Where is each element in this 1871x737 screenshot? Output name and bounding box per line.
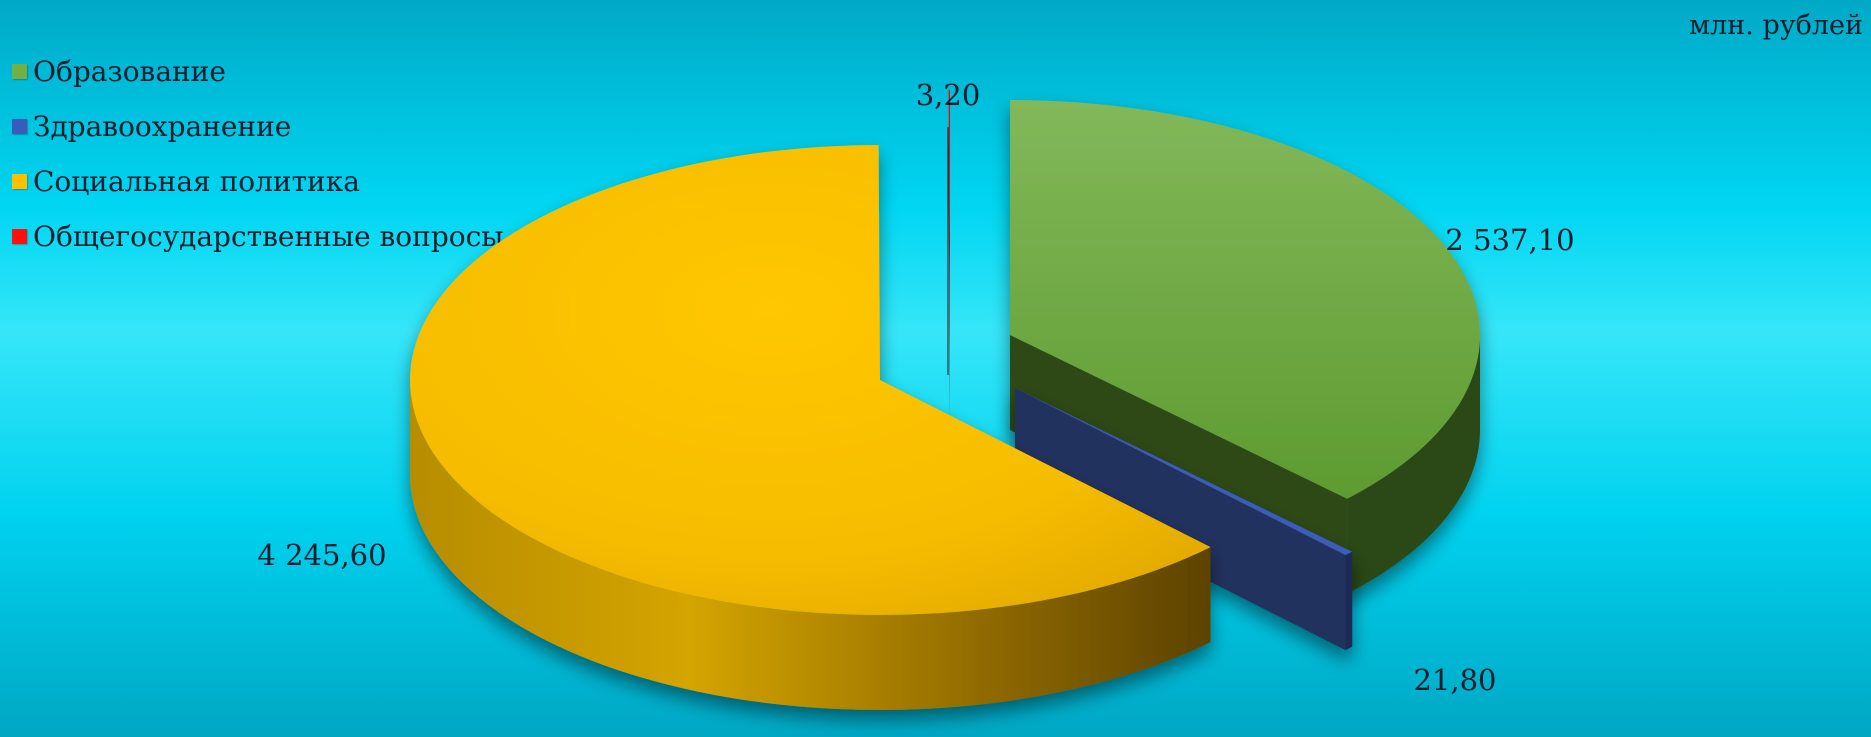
legend-label-social-policy: Социальная политика	[33, 165, 360, 198]
slice-side-social-policy	[410, 380, 1211, 710]
legend-swatch-healthcare	[12, 119, 27, 134]
legend-label-healthcare: Здравоохранение	[33, 110, 292, 143]
legend-item-social-policy: Социальная политика	[12, 154, 504, 209]
legend-swatch-education	[12, 64, 27, 79]
data-label-social-policy: 4 245,60	[257, 538, 386, 572]
legend: Образование Здравоохранение Социальная п…	[12, 44, 504, 264]
data-label-education: 2 537,10	[1445, 223, 1574, 257]
unit-label: млн. рублей	[1689, 10, 1863, 41]
pie-slice-social-policy	[410, 145, 1211, 710]
slice-side-education	[1347, 335, 1480, 594]
legend-label-general-issues: Общегосударственные вопросы	[33, 220, 504, 253]
legend-item-healthcare: Здравоохранение	[12, 99, 504, 154]
slice-cut-face-general-issues	[948, 90, 950, 420]
legend-swatch-general-issues	[12, 229, 27, 244]
slice-top-education	[1010, 100, 1480, 499]
pie-slice-general-issues	[948, 90, 950, 420]
legend-swatch-social-policy	[12, 174, 27, 189]
slice-top-social-policy	[410, 145, 1211, 615]
legend-item-education: Образование	[12, 44, 504, 99]
legend-label-education: Образование	[33, 55, 226, 88]
data-label-general-issues: 3,20	[916, 78, 981, 112]
data-label-healthcare: 21,80	[1413, 663, 1496, 697]
slice-cut-face-healthcare	[1015, 388, 1346, 651]
slice-top-general-issues	[948, 90, 950, 325]
slice-top-healthcare	[1015, 388, 1353, 556]
legend-item-general-issues: Общегосударственные вопросы	[12, 209, 504, 264]
pie-slice-healthcare	[1015, 388, 1353, 651]
slice-side-healthcare	[1345, 551, 1353, 651]
